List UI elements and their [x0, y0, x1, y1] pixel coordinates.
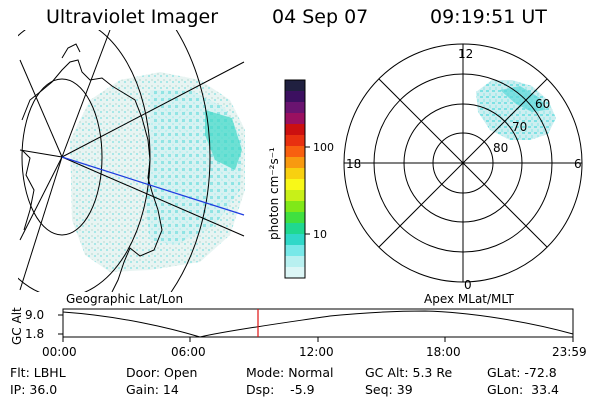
info-flt: Flt: LBHL [10, 365, 66, 380]
imager-title: Ultraviolet Imager [46, 6, 219, 28]
mlat-label-60: 60 [535, 97, 550, 111]
colorbar-band [285, 245, 305, 257]
mlat-label-70: 70 [512, 120, 527, 134]
altitude-curve [62, 310, 574, 338]
colorbar-band [285, 234, 305, 246]
colorbar-band [285, 102, 305, 114]
orbit-ylabel: GC Alt [10, 307, 24, 345]
map-caption: Geographic Lat/Lon [66, 292, 183, 306]
colorbar-band [285, 223, 305, 235]
orbit-ytick-9: 9.0 [25, 308, 44, 322]
colorbar-tick-100: 100 [313, 141, 334, 154]
info-glat: GLat: -72.8 [487, 365, 557, 380]
colorbar-band [285, 168, 305, 180]
mlat-label-80: 80 [493, 141, 508, 155]
colorbar-unit: photon cm⁻²s⁻¹ [267, 147, 281, 240]
colorbar-band [285, 157, 305, 169]
colorbar-band [285, 256, 305, 268]
colorbar-band [285, 91, 305, 103]
orbit-ytick-1.8: 1.8 [25, 327, 44, 341]
orbit-xtick-1800: 18:00 [426, 345, 461, 359]
polar-caption: Apex MLat/MLT [424, 292, 514, 306]
orbit-xtick-0600: 06:00 [171, 345, 206, 359]
info-mode: Mode: Normal [246, 365, 334, 380]
mlt-label-6: 6 [574, 157, 582, 171]
colorbar-band [285, 135, 305, 147]
image-time: 09:19:51 UT [430, 6, 547, 28]
orbit-xtick-0000: 00:00 [42, 345, 77, 359]
colorbar-band [285, 124, 305, 136]
orbit-xtick-1200: 12:00 [299, 345, 334, 359]
colorbar-tick-10: 10 [313, 228, 327, 241]
mlt-label-0: 0 [464, 278, 472, 292]
mlt-label-12: 12 [458, 47, 473, 61]
colorbar-band [285, 179, 305, 191]
info-door: Door: Open [126, 365, 198, 380]
colorbar-band [285, 267, 305, 279]
coastline [21, 59, 163, 292]
info-gcalt: GC Alt: 5.3 Re [365, 365, 453, 380]
image-date: 04 Sep 07 [272, 6, 369, 28]
info-gain: Gain: 14 [126, 382, 179, 397]
colorbar-band [285, 113, 305, 125]
colorbar-band [285, 80, 305, 92]
mlt-label-18: 18 [346, 157, 361, 171]
colorbar-band [285, 146, 305, 158]
colorbar-band [285, 201, 305, 213]
orbit-xtick-2359: 23:59 [552, 345, 587, 359]
info-seq: Seq: 39 [365, 382, 413, 397]
info-glon: GLon: 33.4 [487, 382, 559, 397]
colorbar-band [285, 212, 305, 224]
colorbar-band [285, 190, 305, 202]
info-dsp: Dsp: -5.9 [246, 382, 315, 397]
info-ip: IP: 36.0 [10, 382, 58, 397]
